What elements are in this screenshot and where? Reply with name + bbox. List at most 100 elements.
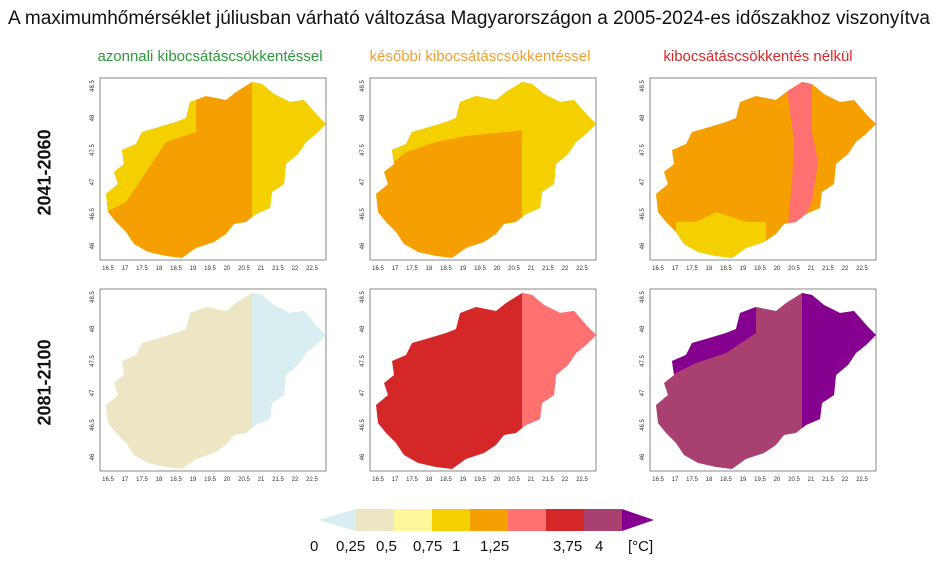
y-tick-label: 47.5 [360, 144, 366, 156]
legend-swatch [470, 509, 508, 531]
x-tick-label: 17.5 [406, 266, 418, 272]
x-tick-label: 18.5 [440, 266, 452, 272]
y-tick-label: 46 [360, 453, 366, 460]
x-tick-label: 17 [672, 477, 679, 483]
y-tick-label: 47.5 [640, 355, 646, 367]
x-tick-label: 20 [774, 266, 781, 272]
map-2041-none: 16.5 17 17.5 18 18.5 19 19.5 20 20.5 21 21.5 22 22.5… [640, 77, 877, 272]
y-tick-label: 48 [90, 325, 96, 332]
x-tick-label: 22.5 [576, 266, 588, 272]
x-tick-label: 19.5 [204, 477, 216, 483]
x-tick-label: 20.5 [788, 477, 800, 483]
x-tick-label: 20 [494, 477, 501, 483]
map-panel-2041-immediate: 16.5 17 17.5 18 18.5 19 19.5 20 20.5 21 21.5 22 22.5… [86, 72, 332, 277]
x-tick-label: 16.5 [652, 477, 664, 483]
x-tick-label: 16.5 [102, 477, 114, 483]
x-tick-label: 22.5 [856, 477, 868, 483]
x-tick-label: 21 [528, 266, 535, 272]
x-tick-label: 19 [740, 266, 747, 272]
y-tick-label: 48 [360, 325, 366, 332]
y-tick-label: 48 [90, 114, 96, 121]
legend-swatch [356, 509, 394, 531]
x-tick-label: 22 [842, 477, 849, 483]
x-tick-label: 20 [224, 477, 231, 483]
x-tick-label: 22.5 [306, 477, 318, 483]
x-tick-label: 19.5 [754, 477, 766, 483]
x-tick-label: 18.5 [170, 477, 182, 483]
legend-unit: [°C] [628, 538, 654, 555]
map-panel-2081-immediate: 16.5 17 17.5 18 18.5 19 19.5 20 20.5 21 21.5 22 22.5… [86, 283, 332, 488]
column-title-none: kibocsátáscsökkentés nélkül [663, 48, 853, 65]
y-tick-label: 46.5 [90, 208, 96, 220]
legend-arrow-right [622, 509, 654, 531]
y-tick-label: 47 [640, 389, 646, 396]
legend-tick-label: 0,5 [376, 538, 397, 555]
y-tick-label: 48.5 [640, 80, 646, 92]
x-tick-label: 21 [528, 477, 535, 483]
legend-swatch [584, 509, 622, 531]
x-tick-label: 18 [426, 266, 433, 272]
x-tick-label: 21.5 [272, 266, 284, 272]
y-tick-label: 46 [90, 242, 96, 249]
y-tick-label: 48 [640, 114, 646, 121]
x-tick-label: 21.5 [822, 266, 834, 272]
x-tick-label: 18 [426, 477, 433, 483]
x-tick-label: 17 [392, 477, 399, 483]
x-tick-label: 21.5 [272, 477, 284, 483]
x-tick-label: 22 [292, 477, 299, 483]
y-tick-label: 46.5 [90, 419, 96, 431]
x-tick-label: 20 [494, 266, 501, 272]
x-tick-label: 17.5 [686, 477, 698, 483]
x-tick-label: 17.5 [136, 266, 148, 272]
x-tick-label: 22.5 [576, 477, 588, 483]
map-panel-2041-later: 16.5 17 17.5 18 18.5 19 19.5 20 20.5 21 21.5 22 22.5… [356, 72, 602, 277]
x-tick-label: 22 [842, 266, 849, 272]
x-tick-label: 18 [156, 477, 163, 483]
legend-tick-label: 0,25 [336, 538, 366, 555]
x-tick-label: 20 [224, 266, 231, 272]
x-tick-label: 21 [808, 266, 815, 272]
x-tick-label: 19 [190, 266, 197, 272]
x-tick-label: 18 [156, 266, 163, 272]
x-tick-label: 17 [122, 266, 129, 272]
legend-tick-label: 1 [452, 538, 461, 555]
map-panel-2081-none: 16.5 17 17.5 18 18.5 19 19.5 20 20.5 21 21.5 22 22.5… [636, 283, 882, 488]
y-tick-label: 47 [640, 178, 646, 185]
x-tick-label: 21.5 [542, 266, 554, 272]
legend-tick-label: 1,25 [480, 538, 510, 555]
map-2081-none: 16.5 17 17.5 18 18.5 19 19.5 20 20.5 21 21.5 22 22.5… [640, 288, 877, 483]
x-tick-label: 17 [672, 266, 679, 272]
legend-tick-label: 3,75 [553, 538, 583, 555]
y-tick-label: 48 [360, 114, 366, 121]
y-tick-label: 48.5 [640, 291, 646, 303]
legend-swatch [546, 509, 584, 531]
x-tick-label: 20.5 [238, 266, 250, 272]
x-tick-label: 22 [292, 266, 299, 272]
color-legend [300, 505, 660, 540]
x-tick-label: 18.5 [720, 477, 732, 483]
y-tick-label: 48.5 [360, 80, 366, 92]
row-label-2041-2060: 2041-2060 [34, 129, 55, 216]
y-tick-label: 46.5 [360, 208, 366, 220]
x-tick-label: 21 [808, 477, 815, 483]
x-tick-label: 19 [740, 477, 747, 483]
x-tick-label: 20.5 [508, 266, 520, 272]
legend-arrow-left [318, 509, 356, 531]
y-tick-label: 47 [360, 389, 366, 396]
y-tick-label: 46.5 [640, 419, 646, 431]
x-tick-label: 20.5 [238, 477, 250, 483]
x-tick-label: 18.5 [170, 266, 182, 272]
x-tick-label: 16.5 [102, 266, 114, 272]
x-tick-label: 19 [460, 477, 467, 483]
y-tick-label: 46 [640, 453, 646, 460]
y-tick-label: 46 [640, 242, 646, 249]
x-tick-label: 19.5 [754, 266, 766, 272]
x-tick-label: 17.5 [406, 477, 418, 483]
x-tick-label: 18 [706, 477, 713, 483]
x-tick-label: 16.5 [652, 266, 664, 272]
legend-swatch [394, 509, 432, 531]
y-tick-label: 48.5 [360, 291, 366, 303]
map-fill-east-band [786, 82, 818, 224]
y-tick-label: 46 [90, 453, 96, 460]
x-tick-label: 19 [190, 477, 197, 483]
